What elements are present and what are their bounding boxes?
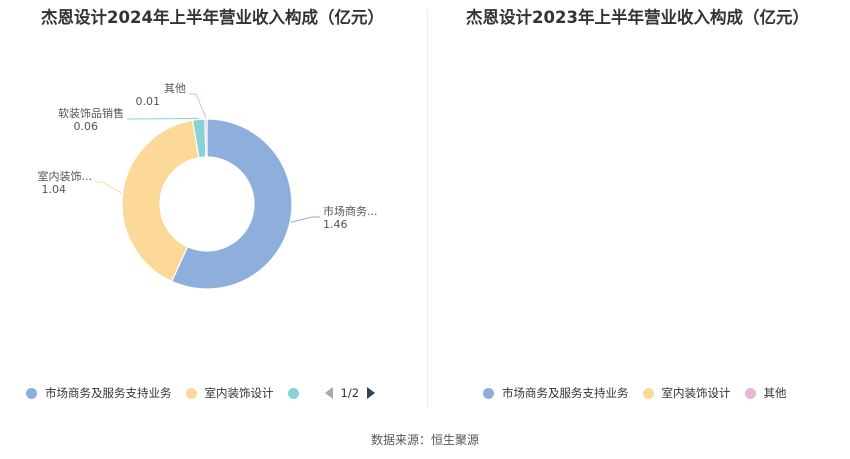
- prev-page-icon[interactable]: [324, 387, 333, 399]
- donut-slice[interactable]: [170, 118, 293, 290]
- label-leader-line: [127, 117, 199, 120]
- slice-label: 室内装饰...: [38, 169, 93, 183]
- slice-label: 软装饰品销售: [58, 106, 124, 120]
- label-leader-line: [95, 181, 122, 194]
- legend-item-interior[interactable]: 室内装饰设计: [185, 385, 274, 401]
- legend-label: 其他: [763, 386, 787, 400]
- legend-item-market[interactable]: 市场商务及服务支持业务: [26, 385, 172, 401]
- chart-panel-2023: 杰恩设计2023年上半年营业收入构成（亿元） 市场商务...1.54室内装饰..…: [425, 0, 850, 420]
- slice-value-label: 1.46: [323, 218, 348, 231]
- donut-chart-2023: 市场商务...1.54室内装饰...1.41其他0.07: [425, 0, 850, 420]
- next-page-icon[interactable]: [367, 387, 376, 399]
- page-indicator: 1/2: [340, 386, 360, 400]
- legend-label: 市场商务及服务支持业务: [502, 386, 629, 400]
- chart-title: 杰恩设计2023年上半年营业收入构成（亿元）: [466, 8, 809, 27]
- chart-title: 杰恩设计2024年上半年营业收入构成（亿元）: [41, 8, 384, 27]
- legend: 市场商务及服务支持业务 室内装饰设计 1/2: [0, 384, 425, 402]
- legend-dot: [287, 387, 299, 399]
- label-leader-line: [189, 93, 207, 119]
- slice-value-label: 0.06: [74, 120, 99, 133]
- slice-label: 市场商务...: [323, 204, 378, 218]
- legend-dot: [744, 387, 756, 399]
- legend-item-market[interactable]: 市场商务及服务支持业务: [483, 385, 629, 401]
- legend: 市场商务及服务支持业务 室内装饰设计 其他: [425, 384, 850, 402]
- slice-value-label: 0.01: [136, 95, 161, 108]
- slice-value-label: 1.04: [42, 183, 67, 196]
- legend-item-soft-decor[interactable]: [287, 387, 307, 399]
- legend-pager: 1/2: [324, 386, 376, 400]
- donut-slice[interactable]: [204, 118, 208, 158]
- slice-label: 其他: [164, 82, 186, 95]
- label-leader-line: [290, 216, 320, 223]
- data-source: 数据来源：恒生聚源: [370, 433, 479, 447]
- legend-label: 室内装饰设计: [204, 386, 274, 400]
- chart-panel-2024: 杰恩设计2024年上半年营业收入构成（亿元） 市场商务... 1.46 室内装饰..…: [0, 0, 425, 420]
- legend-dot: [483, 387, 494, 399]
- legend-item-interior[interactable]: 室内装饰设计: [642, 385, 731, 401]
- legend-dot: [642, 387, 654, 399]
- legend-label: 市场商务及服务支持业务: [45, 386, 172, 400]
- donut-slice[interactable]: [121, 119, 200, 283]
- legend-dot: [26, 387, 37, 399]
- legend-item-other[interactable]: 其他: [744, 385, 787, 401]
- legend-dot: [185, 387, 197, 399]
- legend-label: 室内装饰设计: [661, 386, 731, 400]
- panel-divider: [427, 10, 428, 408]
